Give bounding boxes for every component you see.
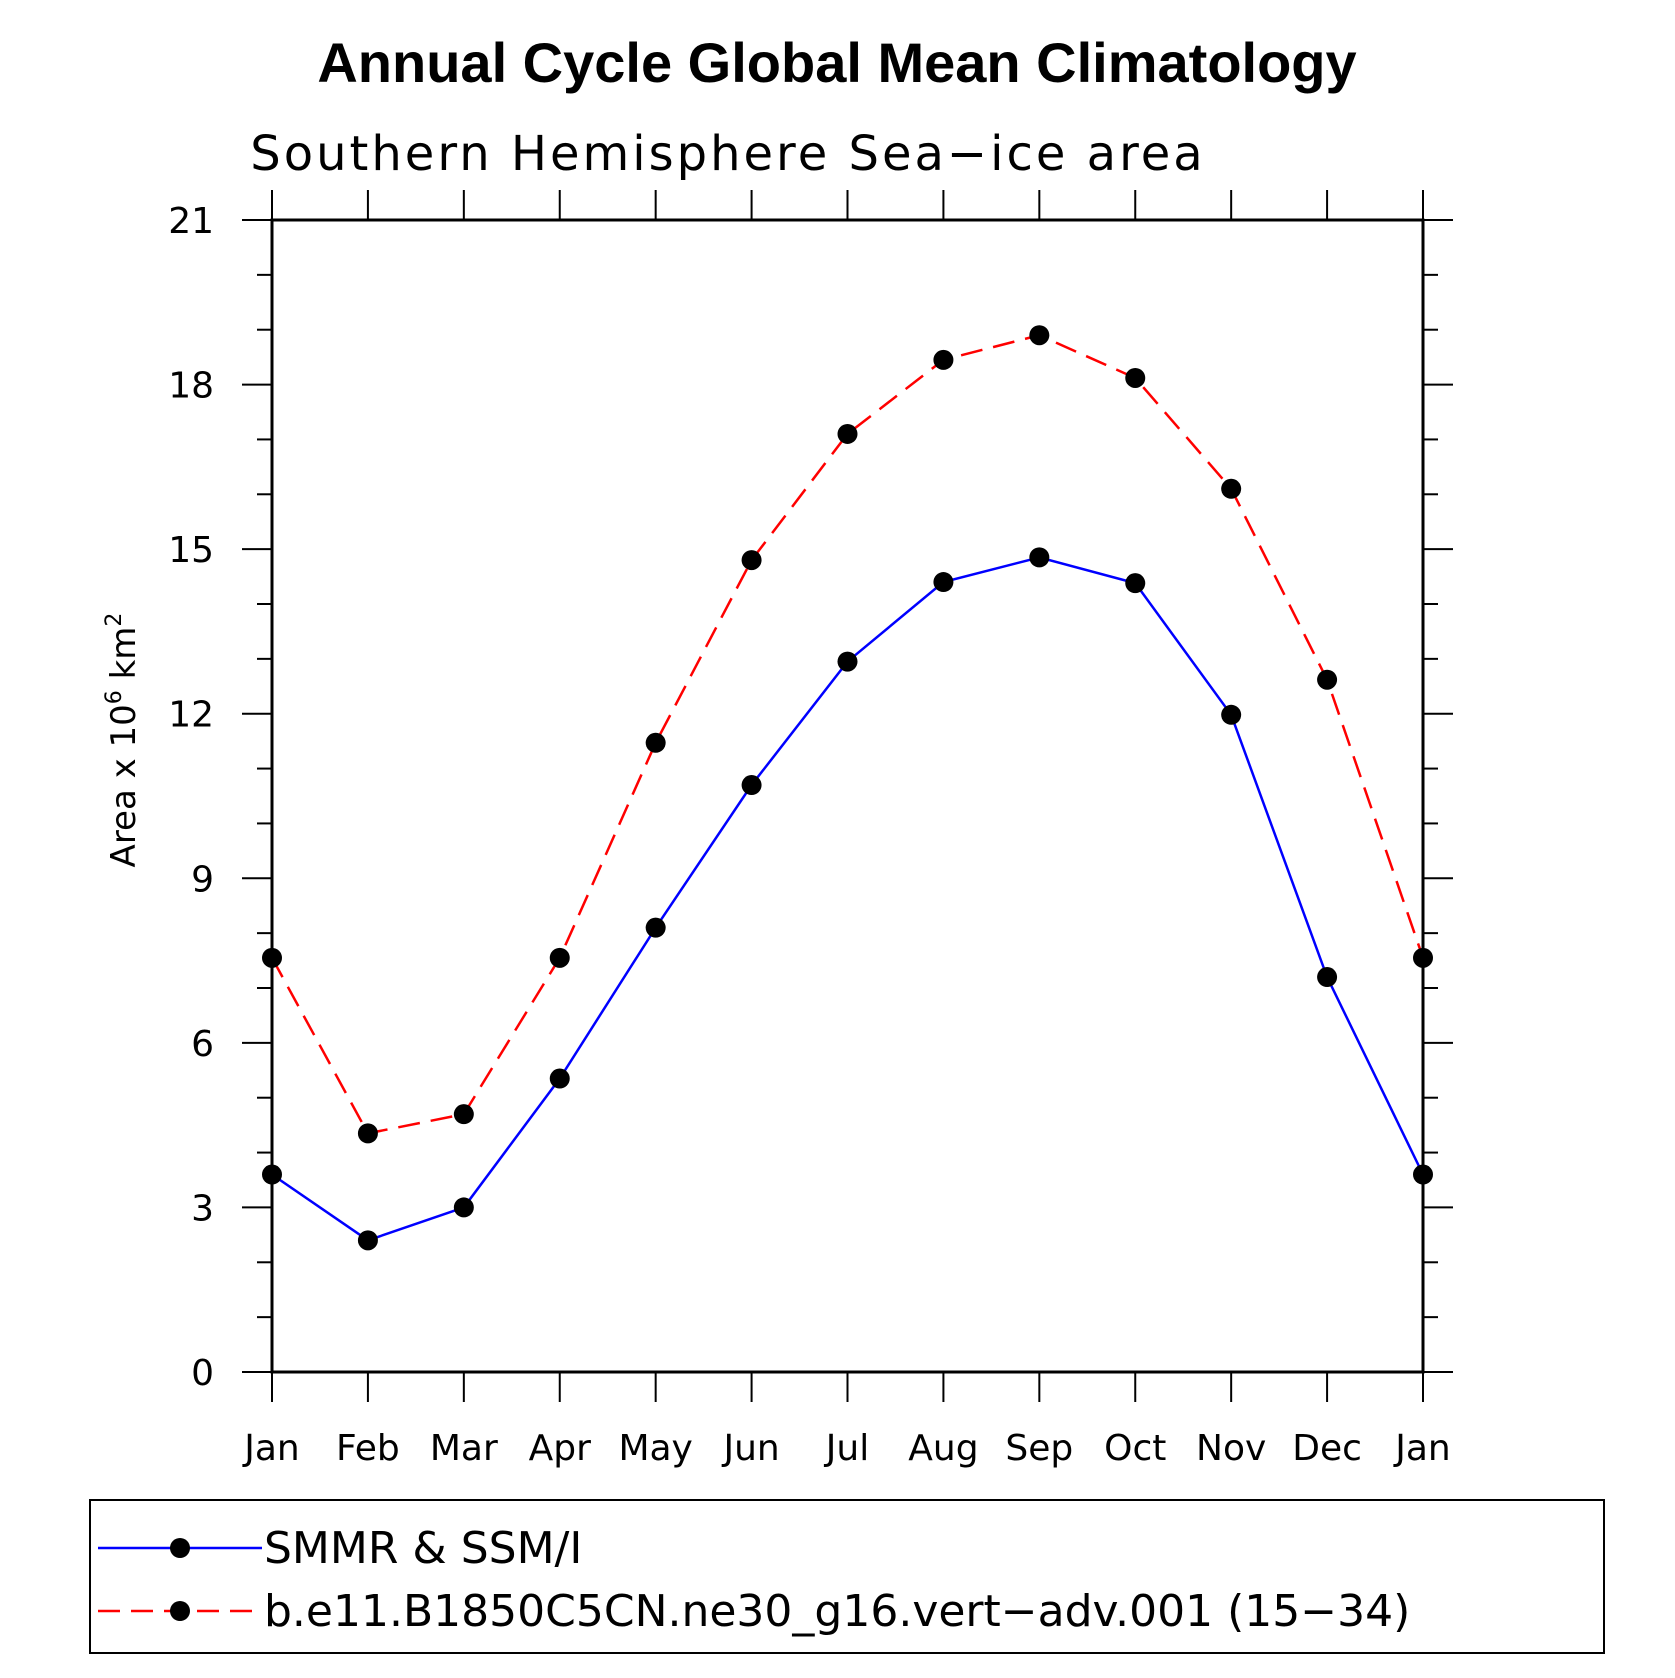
y-axis-title-unit: km	[104, 627, 144, 691]
chart-title: Annual Cycle Global Mean Climatology	[317, 31, 1356, 94]
data-point	[1221, 478, 1242, 499]
x-tick-label: Sep	[1005, 1428, 1073, 1469]
y-axis-title-unit-exponent: 2	[102, 613, 127, 627]
x-tick-label: Jun	[721, 1428, 779, 1469]
svg-text:Area x 106 km2: Area x 106 km2	[102, 613, 144, 868]
x-tick-label: Jan	[1393, 1428, 1451, 1469]
data-point	[741, 775, 762, 796]
x-tick-label: Jul	[824, 1428, 869, 1469]
y-axis-title-main: Area x 10	[104, 704, 144, 867]
plot-frame	[270, 218, 1425, 1374]
data-point	[549, 1068, 570, 1089]
x-tick-label: Oct	[1104, 1428, 1166, 1469]
data-point	[837, 423, 858, 444]
y-tick-label: 6	[191, 1024, 214, 1065]
data-point	[1317, 669, 1338, 690]
legend-box	[89, 1499, 1605, 1654]
x-tick-label: Jan	[242, 1428, 300, 1469]
data-point	[645, 732, 666, 753]
data-point	[933, 572, 954, 593]
data-point	[1413, 1164, 1433, 1185]
x-tick-label: Feb	[336, 1428, 400, 1469]
axes: 0 3 6 9 12 15 18 21 Jan Feb Mar Apr May Jun Jul Aug Sep O…	[168, 190, 1453, 1469]
x-tick-label: Mar	[430, 1428, 498, 1469]
data-point	[1125, 573, 1146, 594]
legend-entry-2: b.e11.B1850C5CN.ne30_g16.vert−adv.001 (1…	[98, 1586, 1410, 1637]
data-point	[741, 550, 762, 571]
x-tick-label: Apr	[529, 1428, 591, 1469]
legend-label: SMMR & SSM/I	[264, 1523, 582, 1574]
y-tick-label: 0	[191, 1353, 214, 1394]
chart-subtitle: Southern Hemisphere Sea−ice area	[250, 126, 1205, 182]
data-point	[453, 1197, 474, 1218]
y-tick-label: 15	[168, 530, 214, 571]
x-tick-label: Nov	[1196, 1428, 1266, 1469]
data-point	[357, 1123, 378, 1144]
data-point	[262, 1164, 282, 1185]
data-point	[1413, 947, 1433, 968]
y-tick-label: 12	[168, 695, 214, 736]
data-point	[933, 349, 954, 370]
data-point	[1029, 547, 1050, 568]
legend-entry-1: SMMR & SSM/I	[98, 1523, 582, 1574]
x-tick-label: Dec	[1292, 1428, 1362, 1469]
series-2	[262, 325, 1433, 1144]
y-tick-label: 18	[168, 366, 214, 407]
data-point	[1317, 967, 1338, 988]
y-tick-label: 3	[191, 1188, 214, 1229]
data-point	[357, 1230, 378, 1251]
legend-marker	[170, 1601, 190, 1621]
data-point	[549, 947, 570, 968]
y-tick-label: 9	[191, 859, 214, 900]
y-tick-label: 21	[168, 201, 214, 242]
data-point	[1029, 325, 1050, 346]
data-point	[453, 1104, 474, 1125]
y-axis-title-exponent: 6	[102, 690, 127, 704]
series-1	[262, 547, 1433, 1251]
series-layer	[262, 325, 1433, 1251]
data-point	[645, 917, 666, 938]
data-point	[262, 947, 282, 968]
x-tick-label: Aug	[908, 1428, 978, 1469]
legend-marker	[170, 1538, 190, 1558]
x-tick-label: May	[618, 1428, 692, 1469]
y-axis-title: Area x 106 km2	[102, 613, 144, 868]
series-line	[270, 333, 1425, 1135]
data-point	[1125, 367, 1146, 388]
legend-label: b.e11.B1850C5CN.ne30_g16.vert−adv.001 (1…	[264, 1586, 1410, 1637]
data-point	[837, 651, 858, 672]
legend: SMMR & SSM/I b.e11.B1850C5CN.ne30_g16.ver…	[89, 1499, 1605, 1654]
data-point	[1221, 704, 1242, 725]
